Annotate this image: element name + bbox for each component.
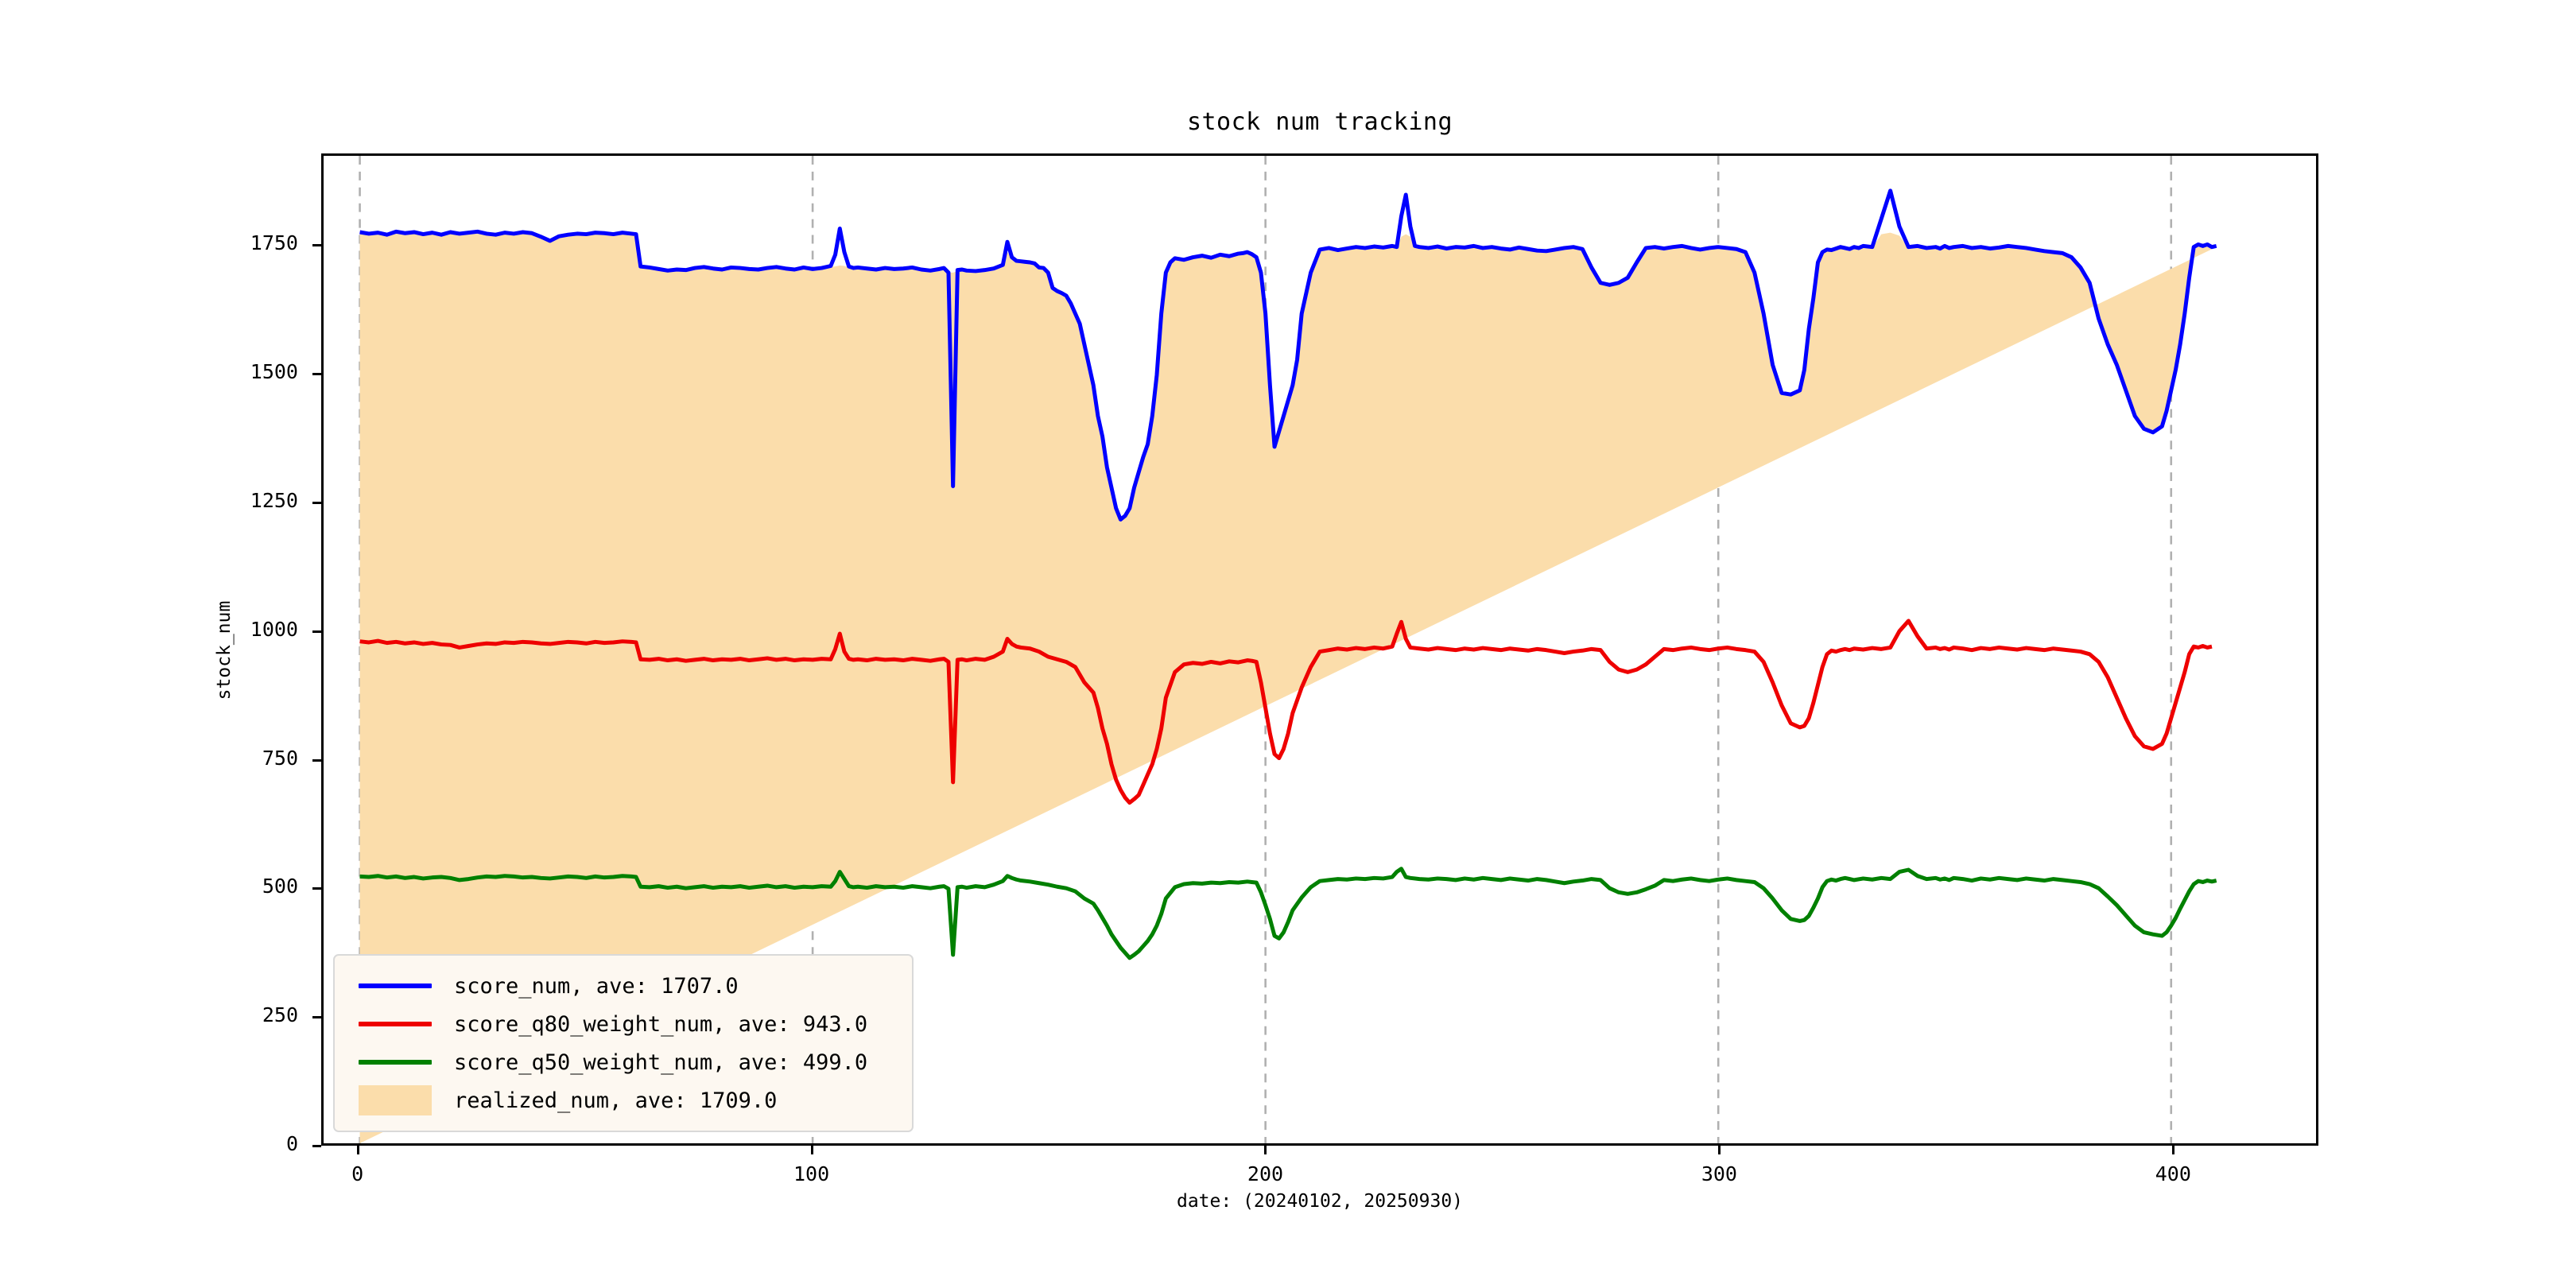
series-line-score-q80-weight-num <box>359 619 2213 805</box>
legend-line-icon <box>359 1060 432 1065</box>
x-axis-label: date: (20240102, 20250930) <box>1176 1191 1464 1212</box>
legend-swatch <box>349 983 441 988</box>
legend-label: score_num, ave: 1707.0 <box>454 973 739 999</box>
x-tick-label: 400 <box>2155 1162 2191 1185</box>
legend-swatch <box>349 1060 441 1065</box>
chart-legend: score_num, ave: 1707.0 score_q80_weight_n… <box>333 954 914 1132</box>
y-tick-mark <box>312 373 321 376</box>
area-realized-num <box>359 232 2217 1143</box>
legend-swatch <box>349 1022 441 1026</box>
y-tick-mark <box>312 630 321 633</box>
y-tick-label: 1000 <box>250 617 298 641</box>
y-tick-mark <box>312 1145 321 1147</box>
x-tick-label: 200 <box>1247 1162 1284 1185</box>
page-title: stock num tracking <box>1186 108 1453 136</box>
legend-item[interactable]: score_q50_weight_num, ave: 499.0 <box>349 1043 898 1081</box>
y-tick-label: 250 <box>262 1003 298 1027</box>
legend-label: score_q80_weight_num, ave: 943.0 <box>454 1011 868 1037</box>
legend-item[interactable]: score_num, ave: 1707.0 <box>349 967 898 1005</box>
y-tick-mark <box>312 501 321 504</box>
x-tick-label: 300 <box>1701 1162 1737 1185</box>
y-tick-mark <box>312 244 321 247</box>
x-tick-mark <box>2172 1146 2175 1154</box>
x-tick-mark <box>1718 1146 1721 1154</box>
x-tick-mark <box>1264 1146 1267 1154</box>
x-tick-mark <box>356 1146 359 1154</box>
y-tick-mark <box>312 758 321 762</box>
legend-item[interactable]: realized_num, ave: 1709.0 <box>349 1081 898 1119</box>
series-line-score-q50-weight-num <box>359 867 2217 960</box>
y-tick-mark <box>312 887 321 890</box>
y-tick-label: 750 <box>262 746 298 770</box>
x-tick-mark <box>810 1146 813 1154</box>
y-tick-label: 1500 <box>250 360 298 384</box>
y-tick-label: 1750 <box>250 231 298 255</box>
y-tick-mark <box>312 1016 321 1019</box>
plot-area <box>321 153 2318 1146</box>
legend-label: score_q50_weight_num, ave: 499.0 <box>454 1049 868 1075</box>
series-line-score-num <box>359 188 2217 522</box>
x-tick-label: 100 <box>793 1162 830 1185</box>
x-tick-label: 0 <box>351 1162 364 1185</box>
y-tick-label: 1250 <box>250 488 298 512</box>
legend-item[interactable]: score_q80_weight_num, ave: 943.0 <box>349 1005 898 1043</box>
y-tick-label: 0 <box>285 1132 298 1155</box>
legend-swatch <box>349 1085 441 1115</box>
legend-patch-icon <box>359 1085 432 1115</box>
legend-label: realized_num, ave: 1709.0 <box>454 1088 778 1113</box>
legend-line-icon <box>359 1022 432 1026</box>
y-tick-label: 500 <box>262 875 298 898</box>
y-axis-label: stock_num <box>214 600 235 700</box>
legend-line-icon <box>359 983 432 988</box>
